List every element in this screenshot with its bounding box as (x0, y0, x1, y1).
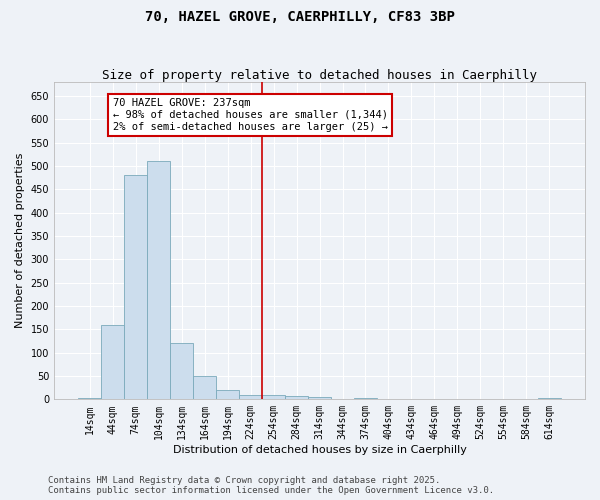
Bar (216, 390, 239, 400)
Bar (354, 398, 377, 400)
Text: Contains HM Land Registry data © Crown copyright and database right 2025.
Contai: Contains HM Land Registry data © Crown c… (48, 476, 494, 495)
Bar (101, 324, 124, 400)
Text: 70 HAZEL GROVE: 237sqm
← 98% of detached houses are smaller (1,344)
2% of semi-d: 70 HAZEL GROVE: 237sqm ← 98% of detached… (113, 98, 388, 132)
Bar (147, 162, 170, 400)
Bar (262, 394, 285, 400)
Bar (538, 398, 561, 400)
X-axis label: Distribution of detached houses by size in Caerphilly: Distribution of detached houses by size … (173, 445, 466, 455)
Title: Size of property relative to detached houses in Caerphilly: Size of property relative to detached ho… (102, 69, 537, 82)
Bar (124, 176, 147, 400)
Y-axis label: Number of detached properties: Number of detached properties (15, 153, 25, 328)
Bar (193, 376, 216, 400)
Bar (285, 396, 308, 400)
Bar (170, 344, 193, 400)
Bar (239, 394, 262, 400)
Bar (308, 397, 331, 400)
Bar (78, 398, 101, 400)
Text: 70, HAZEL GROVE, CAERPHILLY, CF83 3BP: 70, HAZEL GROVE, CAERPHILLY, CF83 3BP (145, 10, 455, 24)
